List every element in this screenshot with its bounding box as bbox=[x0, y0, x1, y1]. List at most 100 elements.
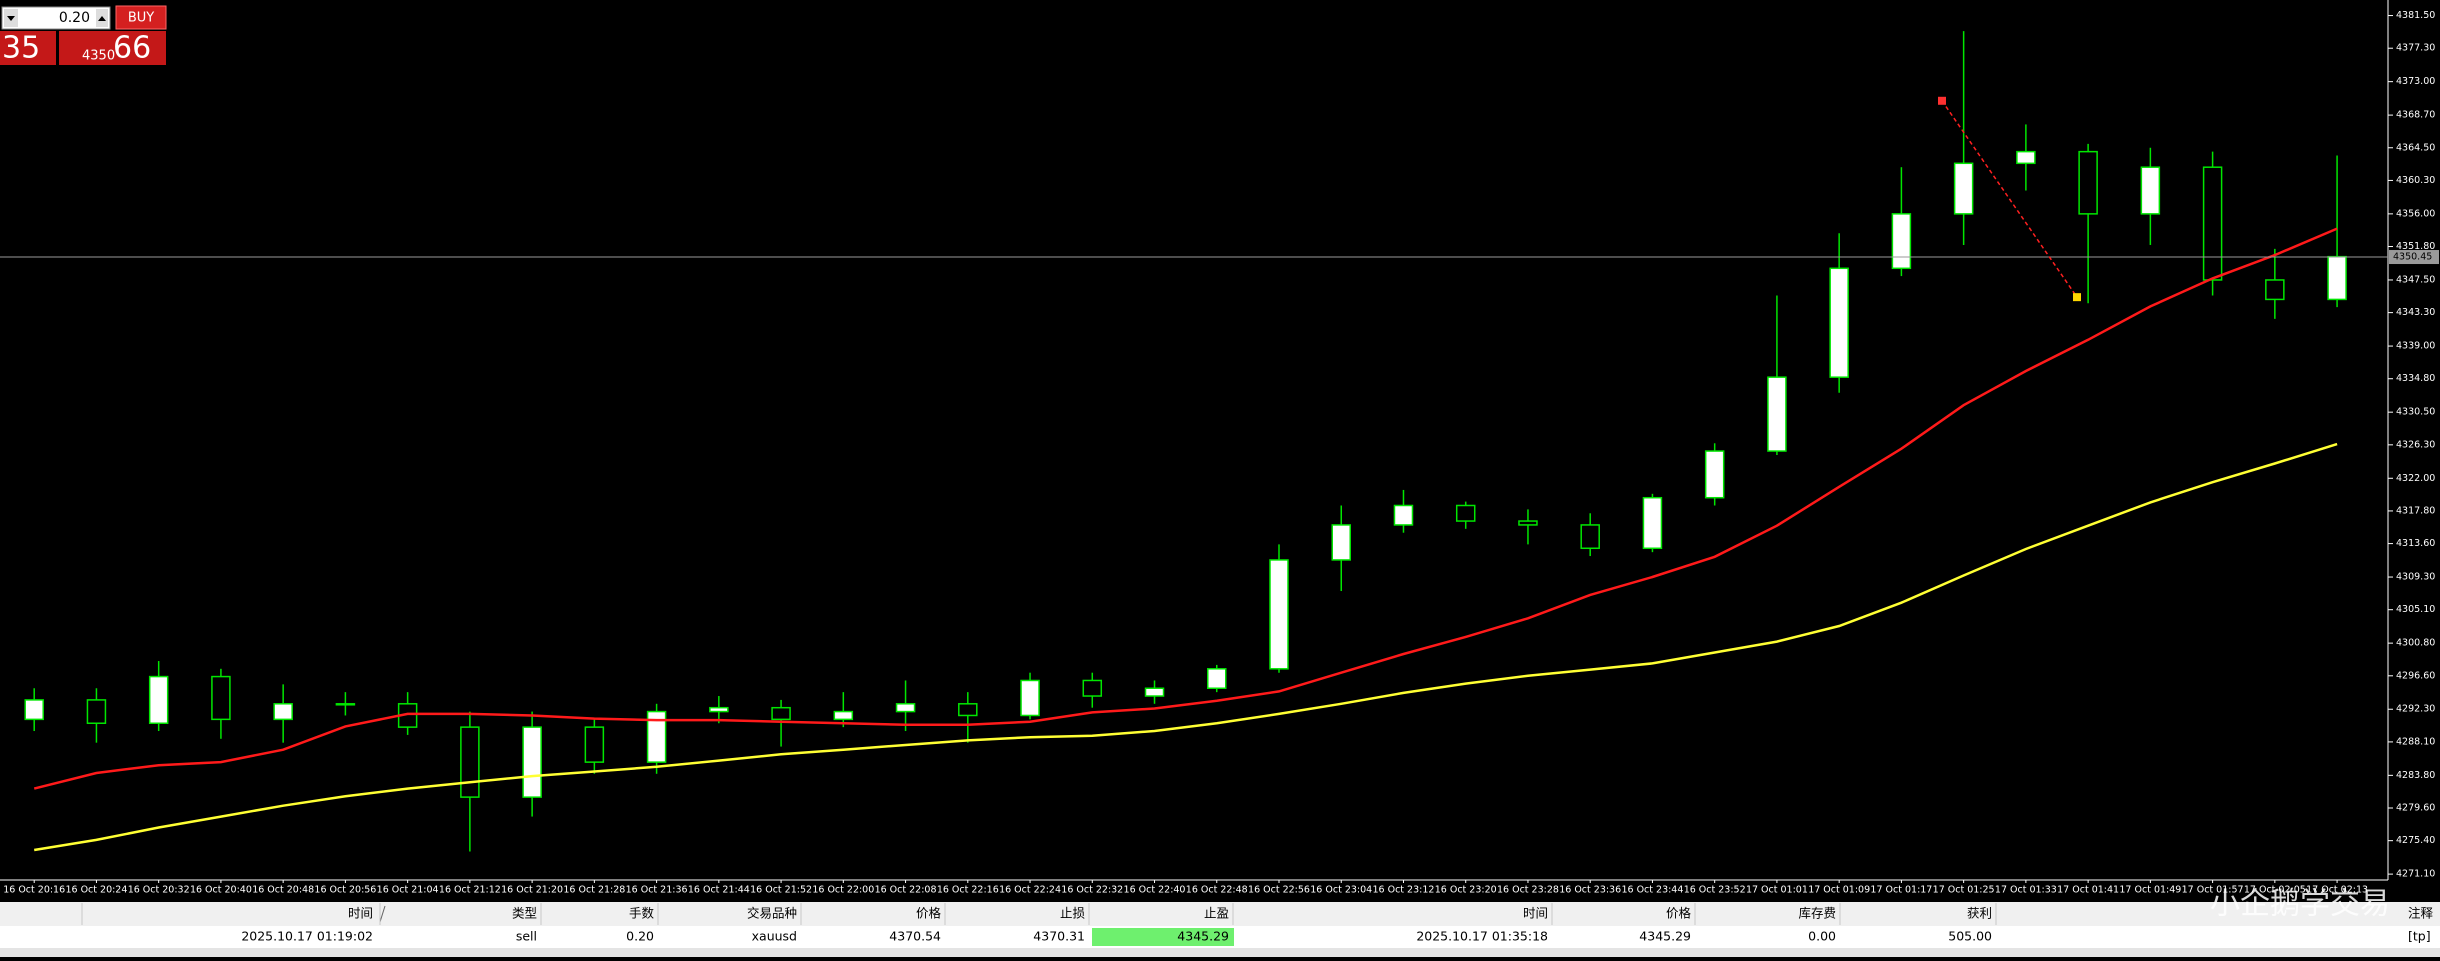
chart: 4381.50 4377.30 4373.00 4368.70 4364.50 4360.… bbox=[0, 0, 2439, 896]
y-tick-label: 4275.40 bbox=[2396, 835, 2435, 846]
x-tick-label: 16 Oct 23:04 bbox=[1310, 885, 1372, 896]
sell-price-box[interactable] bbox=[0, 31, 56, 65]
arrow-icon bbox=[7, 16, 15, 21]
x-tick-label: 17 Oct 01:09 bbox=[1808, 885, 1870, 896]
candle-body bbox=[273, 703, 293, 721]
y-tick-label: 4292.30 bbox=[2396, 704, 2435, 715]
x-tick-label: 17 Oct 01:33 bbox=[1995, 885, 2057, 896]
buy-label: BUY bbox=[128, 11, 154, 26]
trade-table: 时间 类型 手数 交易品种 价格 止损 止盈 时间 价格 库存费 获利 注释 2025.10.17 01… bbox=[81, 903, 2434, 944]
candle-body bbox=[1829, 267, 1849, 378]
y-tick-label: 4305.10 bbox=[2396, 604, 2435, 615]
lot-value: 0.20 bbox=[59, 10, 90, 26]
buy-price-box[interactable] bbox=[59, 31, 166, 65]
x-tick-label: 17 Oct 01:25 bbox=[1933, 885, 1995, 896]
candle-body bbox=[1331, 524, 1351, 561]
x-tick-label: 16 Oct 21:28 bbox=[563, 885, 625, 896]
candle-body bbox=[460, 726, 480, 798]
x-tick-label: 16 Oct 20:56 bbox=[314, 885, 376, 896]
y-tick-label: 4322.00 bbox=[2396, 473, 2435, 484]
table-cell: 4345.29 bbox=[1639, 929, 1691, 944]
y-tick-label: 4356.00 bbox=[2396, 208, 2435, 219]
x-tick-label: 16 Oct 22:24 bbox=[999, 885, 1061, 896]
x-tick-label: 16 Oct 22:08 bbox=[875, 885, 937, 896]
candle-body bbox=[584, 726, 605, 763]
table-cell: [tp] bbox=[2408, 929, 2431, 944]
table-header: 价格 bbox=[916, 906, 942, 921]
candle-body bbox=[771, 706, 791, 721]
buy-button[interactable] bbox=[115, 5, 167, 30]
arrow-icon bbox=[98, 16, 106, 21]
x-tick-label: 16 Oct 21:36 bbox=[626, 885, 688, 896]
y-tick-label: 4283.80 bbox=[2396, 770, 2435, 781]
candle-body bbox=[335, 703, 356, 706]
candle-body bbox=[1455, 504, 1476, 522]
x-tick-label: 17 Oct 01:17 bbox=[1870, 885, 1932, 896]
table-header: 时间 bbox=[348, 906, 373, 921]
x-tick-label: 16 Oct 21:44 bbox=[688, 885, 750, 896]
moving-average bbox=[33, 227, 2338, 790]
y-tick-label: 4343.30 bbox=[2396, 307, 2435, 318]
table-header: 类型 bbox=[512, 906, 537, 921]
table-header: 获利 bbox=[1967, 906, 1992, 921]
candle-body bbox=[709, 706, 729, 713]
table-cell: 4370.31 bbox=[1033, 929, 1085, 944]
candle-body bbox=[2265, 279, 2285, 301]
candle-body bbox=[2202, 166, 2223, 281]
table-header: 时间 bbox=[1523, 906, 1548, 921]
candle-body bbox=[1891, 213, 1912, 270]
y-tick-label: 4347.50 bbox=[2396, 274, 2435, 285]
x-tick-label: 17 Oct 01:49 bbox=[2119, 885, 2181, 896]
candle-body bbox=[148, 675, 169, 724]
x-tick-label: 16 Oct 23:36 bbox=[1559, 885, 1621, 896]
candle-body bbox=[1953, 162, 1974, 215]
table-header: 手数 bbox=[629, 906, 655, 921]
y-tick-label: 4339.00 bbox=[2396, 341, 2435, 352]
y-tick-label: 4373.00 bbox=[2396, 76, 2435, 87]
watermark: 小企鹅学交易 bbox=[2210, 887, 2390, 922]
candle-body bbox=[1020, 679, 1040, 717]
x-tick-label: 16 Oct 20:24 bbox=[65, 885, 127, 896]
x-tick-label: 16 Oct 23:12 bbox=[1373, 885, 1435, 896]
x-tick-label: 16 Oct 22:48 bbox=[1186, 885, 1248, 896]
y-tick-label: 4317.80 bbox=[2396, 505, 2435, 516]
x-tick-label: 16 Oct 23:20 bbox=[1435, 885, 1497, 896]
trade-close-marker bbox=[2073, 293, 2081, 302]
candle-body bbox=[211, 675, 231, 721]
x-tick-label: 16 Oct 22:56 bbox=[1248, 885, 1310, 896]
y-tick-label: 4360.30 bbox=[2396, 175, 2435, 186]
candle-body bbox=[1082, 679, 1103, 697]
x-tick-label: 16 Oct 21:20 bbox=[501, 885, 563, 896]
candle-body bbox=[958, 703, 978, 717]
x-tick-label: 16 Oct 22:40 bbox=[1124, 885, 1186, 896]
y-tick-label: 4309.30 bbox=[2396, 572, 2435, 583]
table-cell: 0.00 bbox=[1808, 929, 1836, 944]
y-tick-label: 4377.30 bbox=[2396, 43, 2435, 54]
candle-body bbox=[895, 703, 916, 713]
y-tick-label: 4279.60 bbox=[2396, 803, 2435, 814]
candle-body bbox=[1207, 668, 1227, 689]
lot-box[interactable] bbox=[1, 6, 111, 30]
moving-average bbox=[33, 442, 2338, 852]
table-cell: xauusd bbox=[752, 929, 797, 944]
table-header: 交易品种 bbox=[747, 906, 797, 921]
table-cell: 4370.54 bbox=[889, 929, 941, 944]
x-tick-label: 16 Oct 21:04 bbox=[377, 885, 439, 896]
x-tick-label: 16 Oct 22:16 bbox=[937, 885, 999, 896]
candle-body bbox=[2140, 166, 2161, 215]
candle-body bbox=[2078, 150, 2098, 215]
candle-body bbox=[1580, 524, 1600, 550]
candle-body bbox=[2327, 255, 2347, 301]
x-tick-label: 17 Oct 01:41 bbox=[2057, 885, 2119, 896]
table-header: 止损 bbox=[1060, 906, 1086, 921]
x-tick-label: 17 Oct 02:13 bbox=[2306, 885, 2368, 896]
y-tick-label: 4326.30 bbox=[2396, 439, 2435, 450]
table-header: 库存费 bbox=[1798, 906, 1836, 921]
x-tick-label: 16 Oct 21:12 bbox=[439, 885, 501, 896]
y-tick-label: 4364.50 bbox=[2396, 142, 2435, 153]
buy-price-big: 66 bbox=[113, 31, 151, 66]
candle-body bbox=[1767, 376, 1787, 452]
table-cell: 4345.29 bbox=[1177, 929, 1229, 944]
